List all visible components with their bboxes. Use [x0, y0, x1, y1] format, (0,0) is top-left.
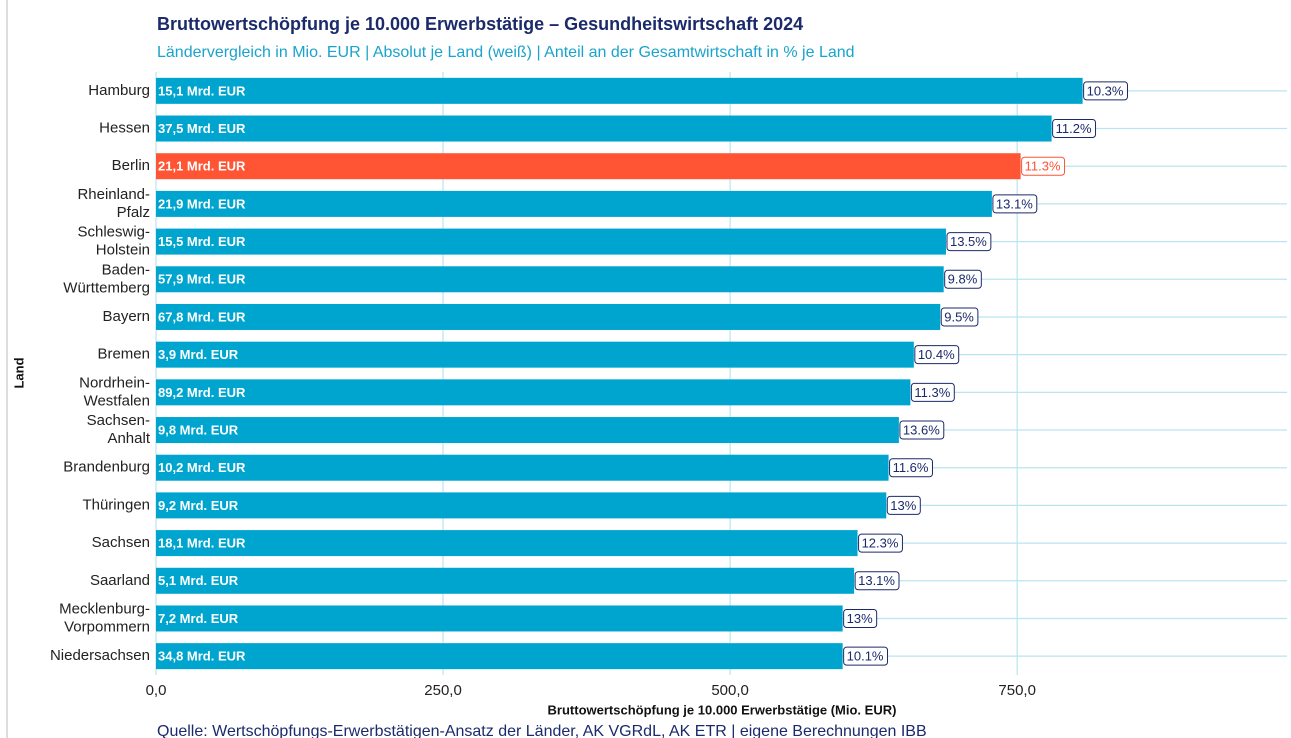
bar [156, 341, 914, 368]
bar [156, 643, 843, 670]
share-label-box [854, 571, 900, 591]
share-label: 11.3% [914, 385, 950, 400]
share-label: 9.5% [944, 309, 974, 324]
inside-label: 21,9 Mrd. EUR [158, 196, 246, 211]
inside-label: 10,2 Mrd. EUR [158, 460, 246, 475]
share-label: 10.1% [847, 649, 884, 664]
bar [156, 605, 843, 632]
share-label: 13.1% [858, 573, 895, 588]
y-tick-label: Niedersachsen [50, 647, 150, 664]
y-tick-label: Sachsen-Anhalt [87, 412, 151, 447]
bar [156, 266, 944, 293]
inside-label: 5,1 Mrd. EUR [158, 573, 239, 588]
inside-label: 21,1 Mrd. EUR [158, 159, 246, 174]
share-label-box [843, 608, 878, 628]
inside-label: 3,9 Mrd. EUR [158, 347, 239, 362]
bar [156, 115, 1052, 142]
share-label: 13.6% [903, 422, 940, 437]
source-note: Quelle: Wertschöpfungs-Erwerbstätigen-An… [157, 723, 927, 738]
share-label: 10.4% [918, 347, 955, 362]
share-label-box [946, 232, 992, 252]
y-tick-label: Rheinland-Pfalz [77, 186, 150, 221]
share-label-box [1083, 81, 1128, 101]
y-tick-label: Hamburg [88, 82, 150, 99]
share-label-box [1021, 156, 1066, 176]
bar [156, 153, 1021, 180]
y-tick-label: Hessen [99, 120, 150, 137]
bar [156, 303, 941, 330]
share-label: 11.2% [1056, 121, 1092, 136]
chart-subtitle: Ländervergleich in Mio. EUR | Absolut je… [157, 44, 855, 61]
share-label-box [899, 420, 945, 440]
y-tick-label: Berlin [112, 157, 150, 174]
inside-label: 18,1 Mrd. EUR [158, 536, 246, 551]
y-axis-title: Land [11, 357, 26, 388]
y-tick-label: Mecklenburg-Vorpommern [59, 600, 150, 635]
share-label-box [940, 307, 979, 327]
share-label: 13% [847, 611, 873, 626]
share-label-box [889, 458, 933, 478]
share-label: 13.1% [996, 196, 1033, 211]
y-tick-label: Bremen [97, 346, 150, 363]
y-tick-label: Baden-Württemberg [63, 261, 150, 296]
y-tick-label: Thüringen [82, 496, 150, 513]
x-axis-title: Bruttowertschöpfung je 10.000 Erwerbstät… [548, 702, 897, 717]
y-tick-label: Nordrhein-Westfalen [79, 374, 150, 409]
bar [156, 567, 855, 594]
inside-label: 15,1 Mrd. EUR [158, 83, 246, 98]
bar [156, 77, 1083, 104]
y-tick-label: Schleswig-Holstein [77, 224, 150, 259]
y-tick-label: Bayern [102, 308, 150, 325]
bar [156, 530, 858, 557]
share-label-box [858, 533, 903, 553]
bar [156, 492, 887, 519]
x-tick-label: 250,0 [424, 682, 462, 699]
y-tick-label: Brandenburg [63, 459, 150, 476]
inside-label: 34,8 Mrd. EUR [158, 649, 246, 664]
share-label: 12.3% [862, 536, 899, 551]
inside-label: 89,2 Mrd. EUR [158, 385, 246, 400]
bar [156, 417, 899, 444]
share-label: 9.8% [948, 272, 978, 287]
inside-label: 57,9 Mrd. EUR [158, 272, 246, 287]
inside-label: 7,2 Mrd. EUR [158, 611, 239, 626]
x-tick-label: 500,0 [711, 682, 749, 699]
inside-label: 37,5 Mrd. EUR [158, 121, 246, 136]
bar [156, 379, 911, 406]
share-label-box [944, 269, 982, 289]
share-label-box [914, 345, 960, 365]
bar [156, 228, 946, 255]
share-label: 11.3% [1025, 159, 1061, 174]
inside-label: 15,5 Mrd. EUR [158, 234, 246, 249]
bar [156, 190, 992, 217]
share-label: 11.6% [893, 460, 929, 475]
inside-label: 67,8 Mrd. EUR [158, 309, 246, 324]
share-label: 10.3% [1087, 83, 1124, 98]
inside-label: 9,8 Mrd. EUR [158, 422, 239, 437]
share-label: 13% [890, 498, 916, 513]
y-tick-label: Saarland [90, 572, 150, 589]
share-label-box [843, 646, 889, 666]
share-label-box [886, 495, 921, 515]
inside-label: 9,2 Mrd. EUR [158, 498, 239, 513]
share-label: 13.5% [950, 234, 987, 249]
share-label-box [910, 382, 955, 402]
bars: 15,1 Mrd. EUR 10.3% 37,5 Mrd. EUR 11.2% 21,1… [156, 77, 1128, 670]
x-tick-label: 750,0 [998, 682, 1036, 699]
share-label-box [1052, 119, 1097, 139]
x-tick-label: 0,0 [146, 682, 167, 699]
share-label-box [992, 194, 1038, 214]
bar [156, 454, 889, 481]
y-tick-label: Sachsen [92, 534, 150, 551]
chart-title: Bruttowertschöpfung je 10.000 Erwerbstät… [157, 14, 803, 34]
